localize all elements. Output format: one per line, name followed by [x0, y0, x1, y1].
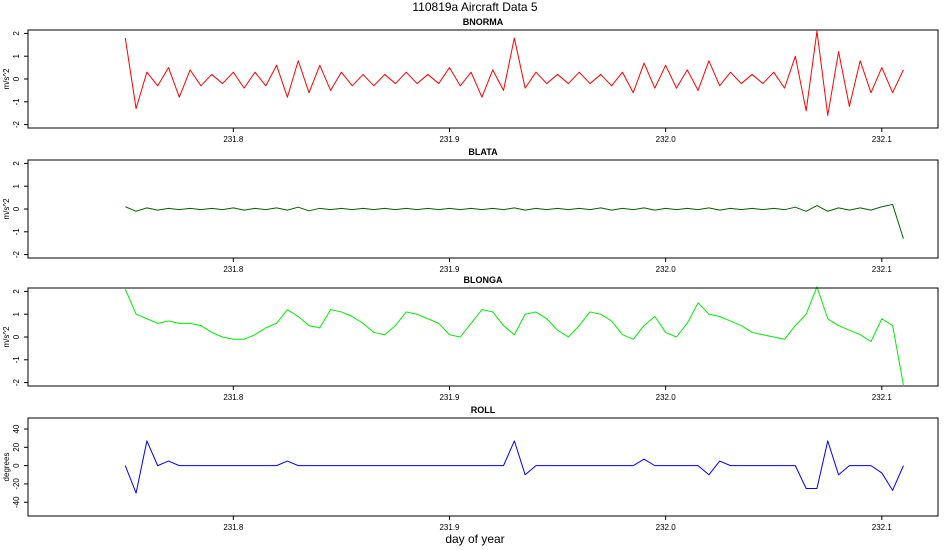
y-tick-label: 2 [12, 161, 21, 166]
x-tick-label: 232.0 [656, 135, 677, 144]
data-line [124, 440, 904, 494]
x-tick-label: 232.0 [656, 265, 677, 274]
plot-frame [27, 159, 939, 259]
y-tick-label: -20 [12, 478, 21, 490]
panel-title: ROLL [471, 405, 496, 415]
y-axis-label: degrees [2, 453, 11, 482]
y-tick-label: 2 [12, 289, 21, 294]
y-tick-label: 0 [12, 206, 21, 211]
x-tick-label: 231.9 [439, 135, 460, 144]
y-tick-label: 0 [12, 76, 21, 81]
y-tick-label: 1 [12, 183, 21, 188]
panel-title: BLONGA [464, 275, 503, 285]
x-tick-label: 231.8 [223, 523, 244, 532]
panel-title: BLATA [468, 147, 498, 157]
y-tick-label: 0 [12, 463, 21, 468]
data-line [124, 286, 904, 385]
y-axis-label: m/s^2 [2, 68, 11, 90]
x-tick-label: 232.1 [872, 393, 893, 402]
y-tick-label: -2 [12, 378, 21, 386]
y-tick-label: -2 [12, 120, 21, 128]
x-axis-label: day of year [445, 532, 504, 546]
x-tick-label: 231.9 [439, 393, 460, 402]
x-tick-label: 231.9 [439, 523, 460, 532]
data-line [125, 203, 904, 239]
x-tick-label: 231.8 [223, 135, 244, 144]
y-tick-label: -40 [12, 496, 21, 508]
panel-title: BNORMA [463, 17, 504, 27]
y-tick-label: 2 [12, 31, 21, 36]
y-tick-label: -1 [12, 228, 21, 236]
y-tick-label: 1 [12, 311, 21, 316]
chart-title: 110819a Aircraft Data 5 [412, 0, 538, 14]
y-tick-label: -1 [12, 98, 21, 106]
x-tick-label: 232.0 [656, 393, 677, 402]
plot-frame [27, 29, 939, 129]
y-tick-label: 40 [12, 424, 21, 433]
x-tick-label: 232.1 [872, 135, 893, 144]
x-tick-label: 231.8 [223, 393, 244, 402]
y-tick-label: 0 [12, 334, 21, 339]
x-tick-label: 231.9 [439, 265, 460, 274]
plot-frame [27, 287, 939, 387]
y-tick-label: -1 [12, 356, 21, 364]
x-tick-label: 232.0 [656, 523, 677, 532]
plot-frame [27, 417, 939, 517]
x-tick-label: 231.8 [223, 265, 244, 274]
y-tick-label: 20 [12, 442, 21, 451]
x-tick-label: 232.1 [872, 523, 893, 532]
data-line [124, 30, 904, 116]
x-tick-label: 232.1 [872, 265, 893, 274]
y-tick-label: -2 [12, 250, 21, 258]
y-axis-label: m/s^2 [2, 326, 11, 348]
y-tick-label: 1 [12, 53, 21, 58]
y-axis-label: m/s^2 [2, 198, 11, 220]
